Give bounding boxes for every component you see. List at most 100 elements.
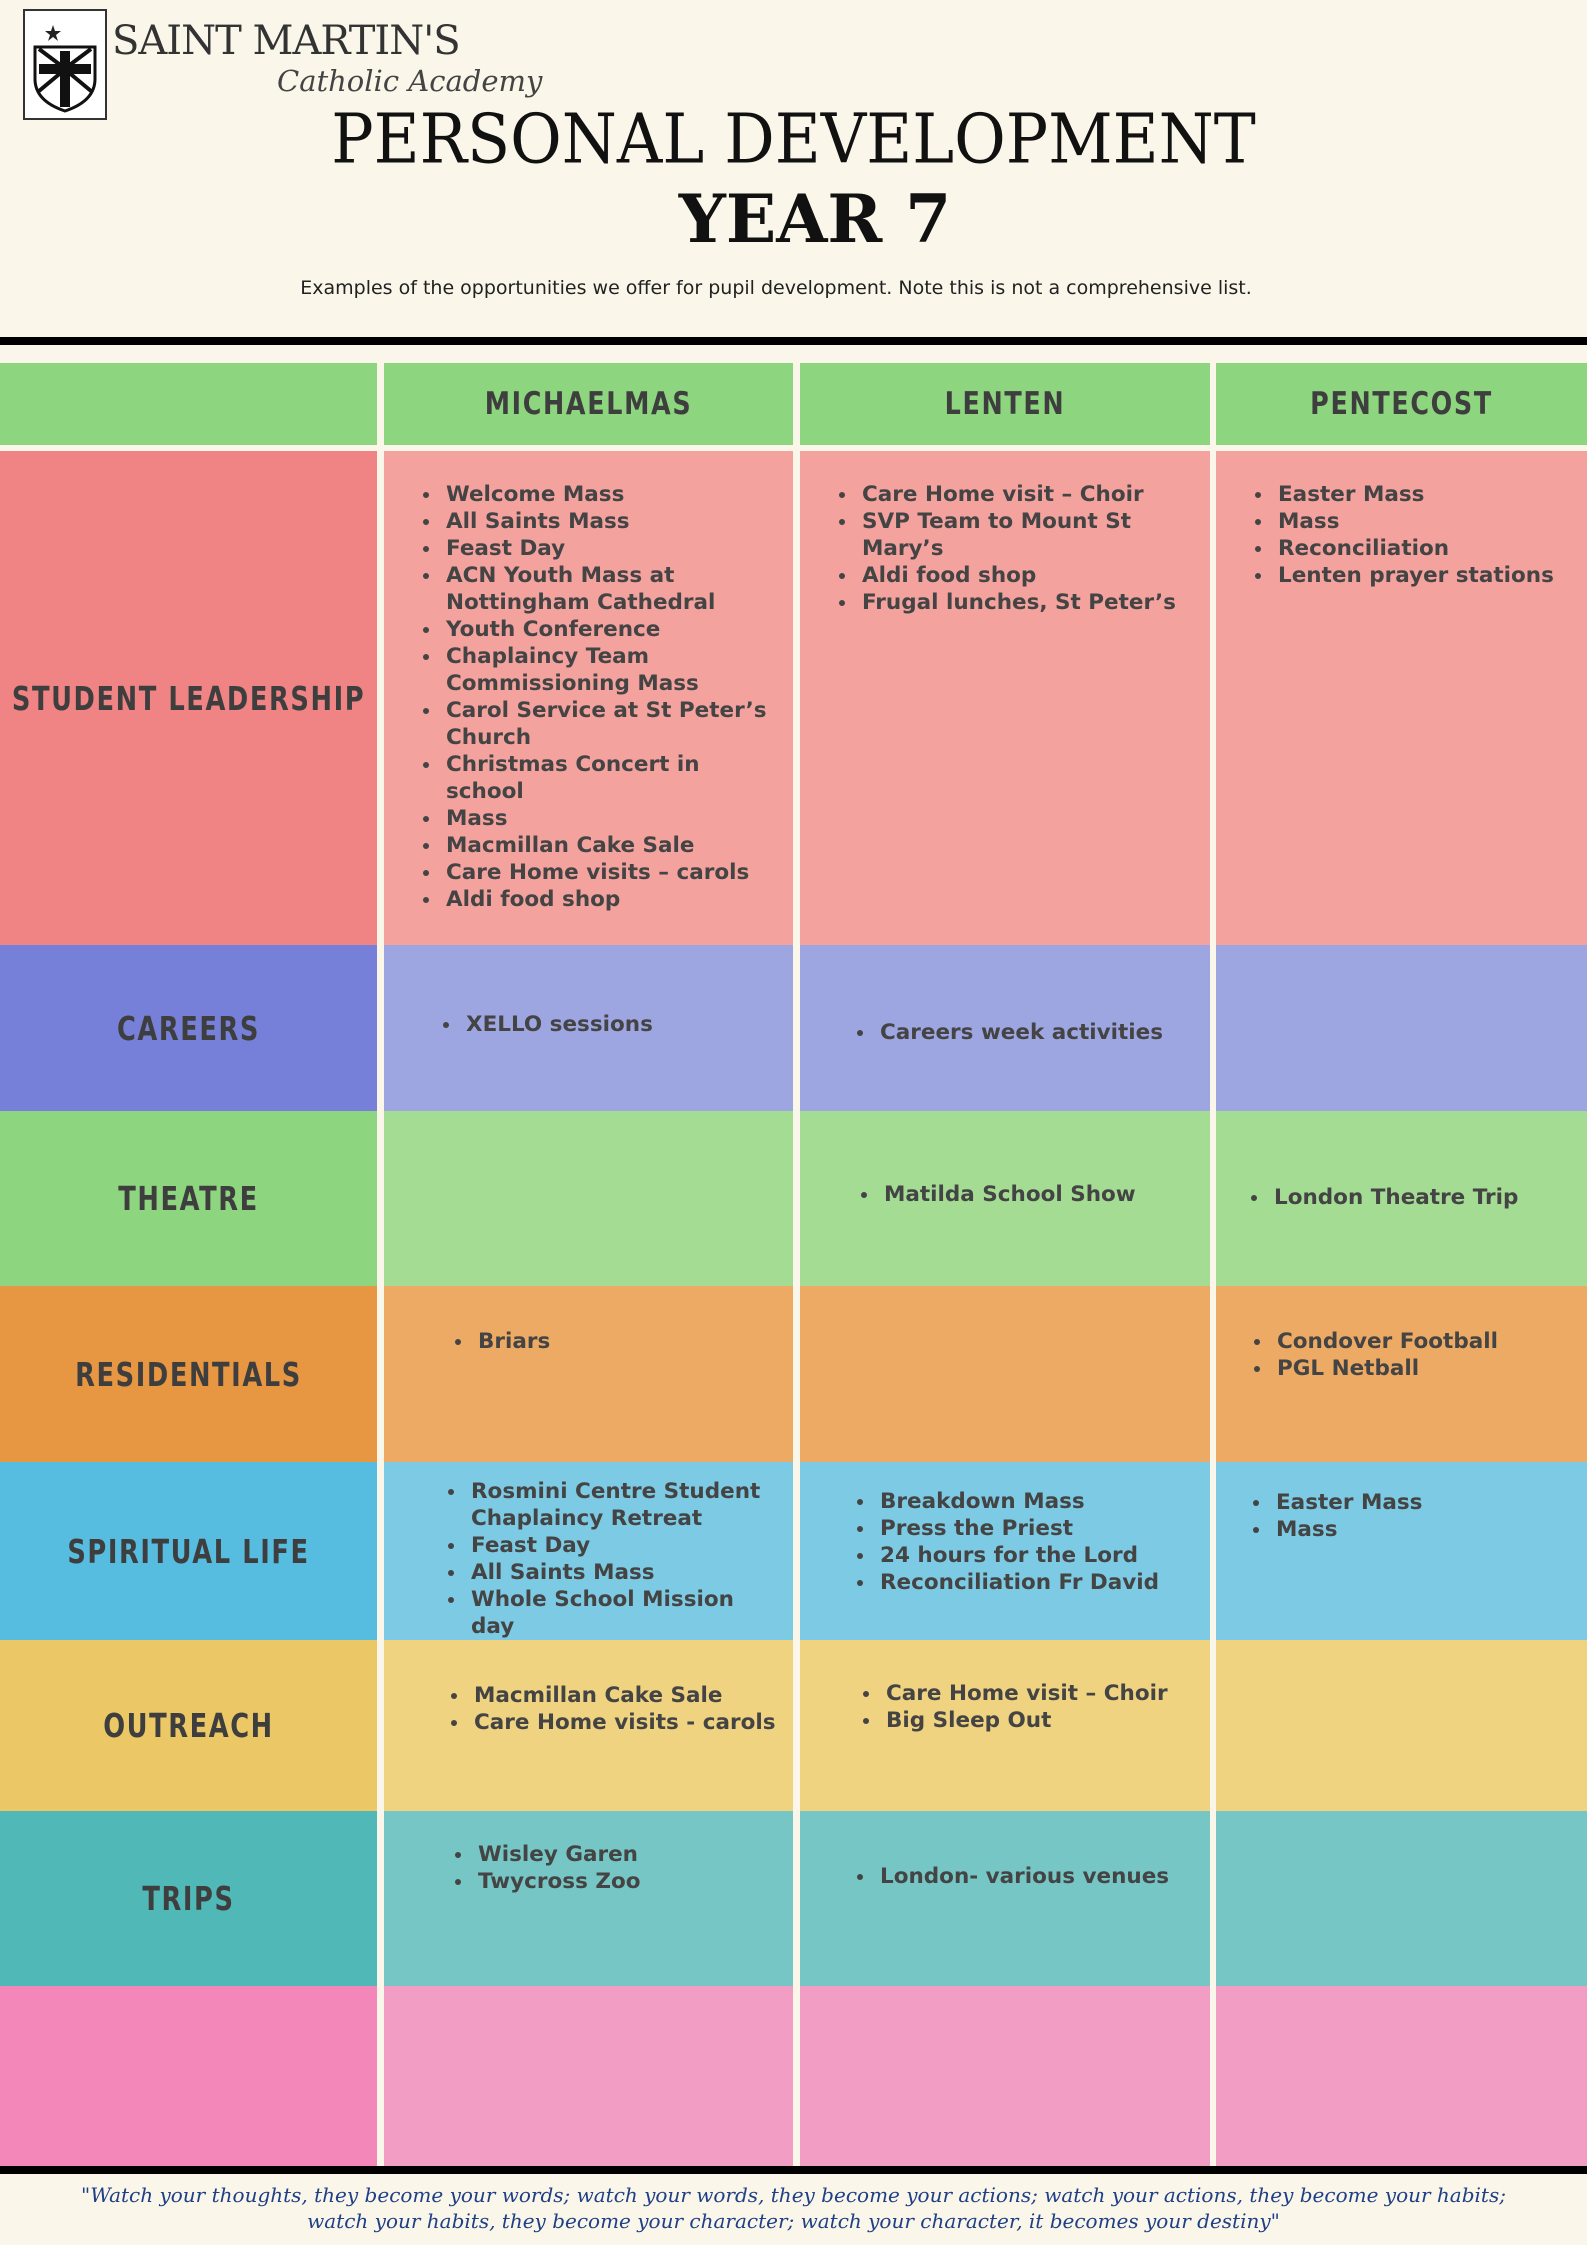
activity-item: Reconciliation: [1274, 535, 1577, 562]
activity-list: London- various venues: [800, 1863, 1200, 1890]
quote-line-1: "Watch your thoughts, they become your w…: [81, 2183, 1506, 2207]
column-header-label: MICHAELMAS: [484, 386, 693, 422]
row-header-outreach: OUTREACH: [0, 1640, 377, 1811]
table-cell: [1216, 1986, 1587, 2166]
bottom-divider: [0, 2166, 1587, 2174]
activity-item: Twycross Zoo: [474, 1868, 783, 1895]
activity-list: Easter MassMass: [1216, 1489, 1577, 1543]
activity-item: Welcome Mass: [442, 481, 783, 508]
school-crest-logo: [23, 9, 107, 120]
page-title: PERSONAL DEVELOPMENT: [331, 100, 1256, 179]
row-header-label: STUDENT LEADERSHIP: [11, 678, 366, 718]
activity-item: Mass: [442, 805, 783, 832]
activity-item: All Saints Mass: [442, 508, 783, 535]
activity-item: Briars: [474, 1328, 783, 1355]
activity-item: Lenten prayer stations: [1274, 562, 1577, 589]
activity-item: Christmas Concert in school: [442, 751, 783, 805]
row-header-label: SPIRITUAL LIFE: [67, 1531, 310, 1571]
activity-item: Chaplaincy Team Commissioning Mass: [442, 643, 783, 697]
activity-item: Youth Conference: [442, 616, 783, 643]
activity-list: Macmillan Cake SaleCare Home visits - ca…: [384, 1682, 783, 1736]
activity-item: Frugal lunches, St Peter’s: [858, 589, 1200, 616]
row-header-careers: CAREERS: [0, 945, 377, 1111]
table-cell: Care Home visit – ChoirSVP Team to Mount…: [800, 451, 1210, 945]
school-name: SAINT MARTIN'S: [112, 18, 461, 64]
activity-item: Care Home visits - carols: [470, 1709, 783, 1736]
table-cell: Briars: [384, 1286, 793, 1462]
row-header-label: CAREERS: [116, 1008, 261, 1048]
table-cell: Rosmini Centre Student Chaplaincy Retrea…: [384, 1462, 793, 1640]
table-cell: XELLO sessions: [384, 945, 793, 1111]
activity-item: XELLO sessions: [462, 1011, 783, 1038]
activity-list: Breakdown MassPress the Priest24 hours f…: [800, 1488, 1200, 1596]
table-cell: [384, 1986, 793, 2166]
row-header-theatre: THEATRE: [0, 1111, 377, 1286]
table-cell: [384, 1111, 793, 1286]
activity-list: Briars: [384, 1328, 783, 1355]
activity-item: Whole School Mission day: [467, 1586, 783, 1640]
activity-item: Matilda School Show: [880, 1181, 1200, 1208]
row-header-label: THEATRE: [118, 1179, 259, 1218]
activity-item: SVP Team to Mount St Mary’s: [858, 508, 1200, 562]
table-cell: Easter MassMass: [1216, 1462, 1587, 1640]
activity-item: PGL Netball: [1273, 1355, 1577, 1382]
activity-item: Mass: [1274, 508, 1577, 535]
table-cell: [800, 1986, 1210, 2166]
activity-list: Care Home visit – ChoirSVP Team to Mount…: [800, 481, 1200, 616]
activity-item: London- various venues: [876, 1863, 1200, 1890]
table-cell: London Theatre Trip: [1216, 1111, 1587, 1286]
row-header-spiritual-life: SPIRITUAL LIFE: [0, 1462, 377, 1640]
row-header-residentials: RESIDENTIALS: [0, 1286, 377, 1462]
activity-item: Care Home visits – carols: [442, 859, 783, 886]
table-cell: Careers week activities: [800, 945, 1210, 1111]
row-header-label: RESIDENTIALS: [75, 1354, 302, 1394]
table-cell: London- various venues: [800, 1811, 1210, 1986]
activity-item: Reconciliation Fr David: [876, 1569, 1200, 1596]
row-header-label: TRIPS: [142, 1879, 235, 1918]
activity-list: Easter MassMassReconciliationLenten pray…: [1216, 481, 1577, 589]
activity-list: Matilda School Show: [800, 1181, 1200, 1208]
activity-list: Condover FootballPGL Netball: [1216, 1328, 1577, 1382]
activity-item: Macmillan Cake Sale: [442, 832, 783, 859]
column-header-michaelmas: MICHAELMAS: [384, 363, 793, 445]
table-cell: [1216, 1811, 1587, 1986]
activity-item: Big Sleep Out: [882, 1707, 1200, 1734]
row-header-label: [41, 1986, 335, 2166]
activity-item: Condover Football: [1273, 1328, 1577, 1355]
table-cell: Macmillan Cake SaleCare Home visits - ca…: [384, 1640, 793, 1811]
activity-item: Easter Mass: [1272, 1489, 1577, 1516]
header-corner-cell: [0, 363, 377, 445]
activity-item: Care Home visit – Choir: [882, 1680, 1200, 1707]
activity-list: Rosmini Centre Student Chaplaincy Retrea…: [384, 1478, 783, 1640]
footer-quote: "Watch your thoughts, they become your w…: [0, 2182, 1587, 2234]
activity-item: Wisley Garen: [474, 1841, 783, 1868]
activity-list: Care Home visit – ChoirBig Sleep Out: [800, 1680, 1200, 1734]
table-cell: Breakdown MassPress the Priest24 hours f…: [800, 1462, 1210, 1640]
activity-item: ACN Youth Mass at Nottingham Cathedral: [442, 562, 783, 616]
activity-item: Aldi food shop: [858, 562, 1200, 589]
table-cell: Matilda School Show: [800, 1111, 1210, 1286]
top-divider: [0, 337, 1587, 345]
column-header-lenten: LENTEN: [800, 363, 1210, 445]
activity-item: Careers week activities: [876, 1019, 1200, 1046]
table-cell: Condover FootballPGL Netball: [1216, 1286, 1587, 1462]
activity-item: Aldi food shop: [442, 886, 783, 913]
activity-item: Mass: [1272, 1516, 1577, 1543]
table-cell: [800, 1286, 1210, 1462]
column-header-label: PENTECOST: [1310, 386, 1493, 422]
activity-item: 24 hours for the Lord: [876, 1542, 1200, 1569]
table-cell: [1216, 1640, 1587, 1811]
activity-item: Easter Mass: [1274, 481, 1577, 508]
table-cell: Easter MassMassReconciliationLenten pray…: [1216, 451, 1587, 945]
activity-list: XELLO sessions: [384, 1011, 783, 1038]
table-cell: [1216, 945, 1587, 1111]
column-header-pentecost: PENTECOST: [1216, 363, 1587, 445]
table-cell: Care Home visit – ChoirBig Sleep Out: [800, 1640, 1210, 1811]
activity-item: Press the Priest: [876, 1515, 1200, 1542]
page-header: SAINT MARTIN'S Catholic Academy PERSONAL…: [0, 0, 1587, 338]
activity-item: Feast Day: [467, 1532, 783, 1559]
activity-list: Wisley GarenTwycross Zoo: [384, 1841, 783, 1895]
activity-list: Welcome MassAll Saints MassFeast DayACN …: [384, 481, 783, 913]
row-header-trips: TRIPS: [0, 1811, 377, 1986]
quote-line-2: watch your habits, they become your char…: [307, 2209, 1280, 2233]
